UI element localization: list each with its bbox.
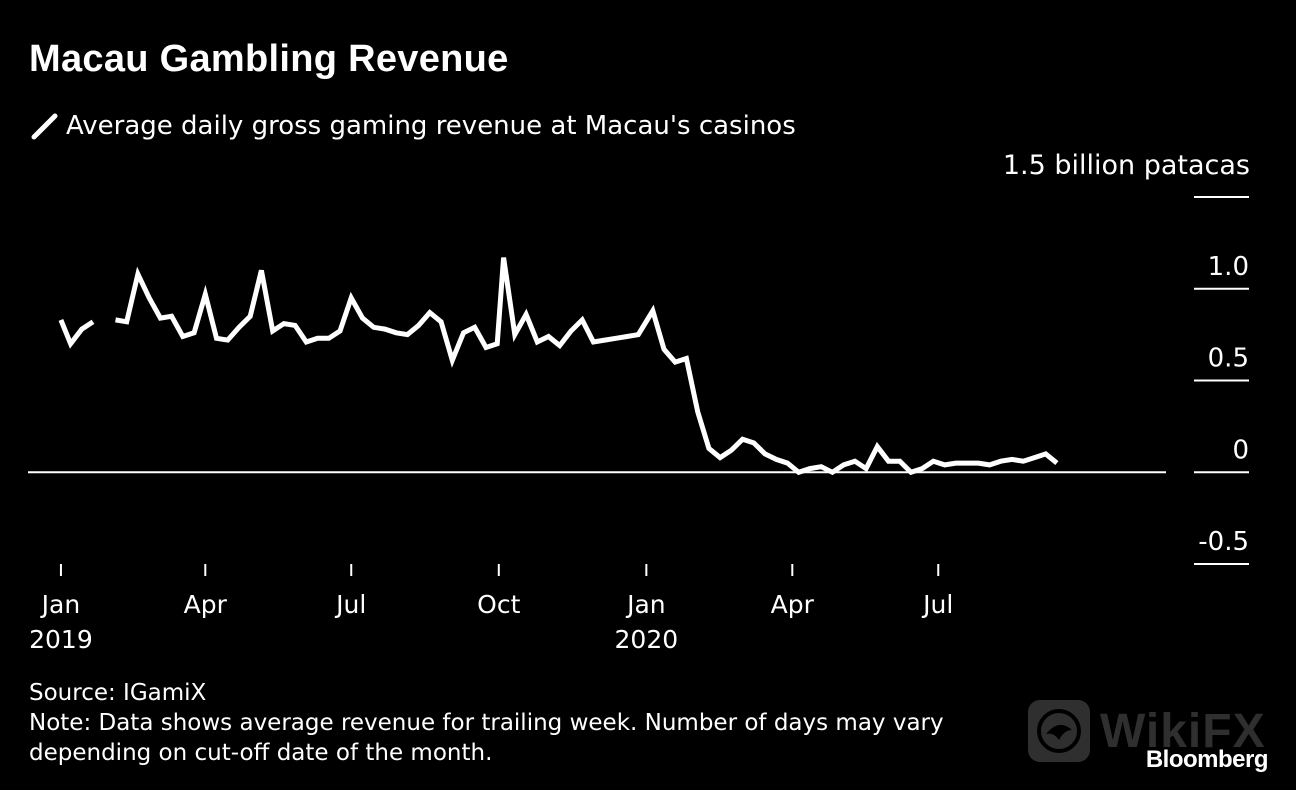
x-tick-label: Jan xyxy=(40,590,81,619)
chart-title: Macau Gambling Revenue xyxy=(29,38,509,80)
x-tick-label: Oct xyxy=(477,590,520,619)
watermark-text: WikiFX xyxy=(1100,704,1266,758)
x-tick-label: Jan xyxy=(625,590,666,619)
legend-label: Average daily gross gaming revenue at Ma… xyxy=(66,111,796,141)
x-tick-label: Apr xyxy=(771,590,815,619)
x-tick-label: Jul xyxy=(921,590,953,619)
note-text-line1: Note: Data shows average revenue for tra… xyxy=(29,710,944,736)
x-tick-year-label: 2019 xyxy=(29,625,93,654)
eagle-logo-icon xyxy=(1028,700,1090,762)
chart-footer: Source: IGamiX Note: Data shows average … xyxy=(29,678,1029,768)
pencil-stroke-icon xyxy=(30,111,60,141)
x-tick-label: Jul xyxy=(334,590,366,619)
source-text: Source: IGamiX xyxy=(29,680,207,706)
y-tick-label: 0 xyxy=(1232,435,1249,465)
series-line-segment xyxy=(115,257,1059,476)
legend: Average daily gross gaming revenue at Ma… xyxy=(30,108,796,144)
series-line-segment xyxy=(58,318,95,349)
line-chart: 1.0 0.5 0 -0.5 Jan 2019 Apr Jul Oct Jan 2020 Apr Jul xyxy=(28,196,1249,654)
y-tick-label: 0.5 xyxy=(1208,344,1249,374)
note-text-line2: depending on cut-off date of the month. xyxy=(29,740,493,766)
y-tick-label: 1.0 xyxy=(1208,252,1249,282)
x-tick-label: Apr xyxy=(184,590,228,619)
watermark: WikiFX xyxy=(1028,700,1266,762)
bloomberg-logo: Bloomberg xyxy=(1145,746,1269,773)
y-unit-label: 1.5 billion patacas xyxy=(1002,150,1250,181)
y-tick-label: -0.5 xyxy=(1198,527,1249,557)
x-tick-year-label: 2020 xyxy=(615,625,679,654)
